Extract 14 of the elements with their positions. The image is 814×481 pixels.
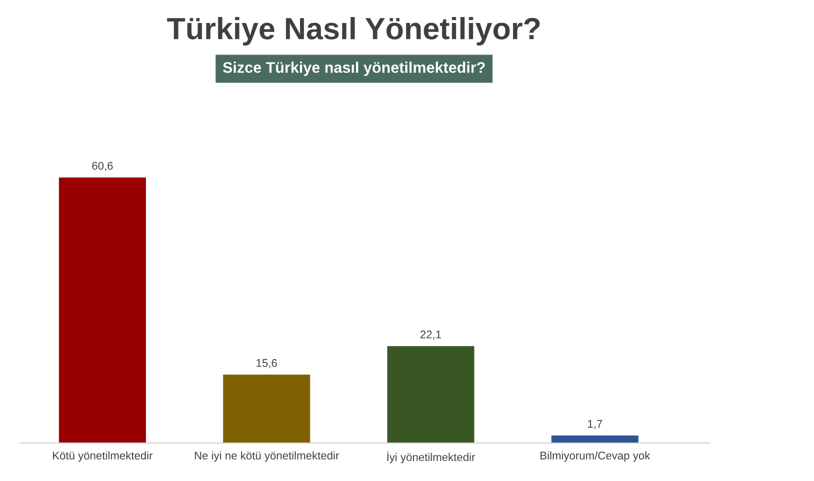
bar [223, 374, 310, 443]
bar [58, 177, 146, 443]
x-tick-label: İyi yönetilmektedir [387, 451, 476, 464]
x-tick-label: Bilmiyorum/Cevap yok [540, 451, 650, 462]
data-label: 1,7 [588, 420, 602, 430]
x-tick-label: Kötü yönetilmektedir [53, 451, 153, 462]
chart-title: Türkiye Nasıl Yönetiliyor? [167, 17, 540, 46]
data-label: 60,6 [92, 162, 113, 172]
x-tick-label: Ne iyi ne kötü yönetilmektedir [194, 451, 339, 462]
chart-subtitle: Sizce Türkiye nasıl yönetilmektedir? [222, 62, 485, 76]
bar [551, 436, 638, 443]
data-label: 22,1 [420, 330, 442, 340]
bar [387, 346, 474, 443]
data-label: 15,6 [256, 359, 277, 368]
